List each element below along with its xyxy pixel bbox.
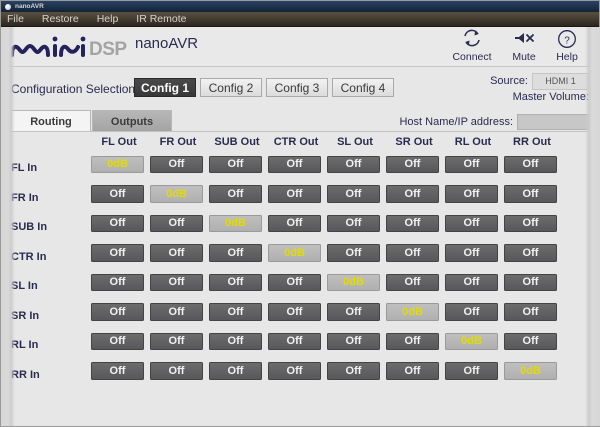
svg-text:?: ? <box>564 36 570 47</box>
svg-text:DSP: DSP <box>89 39 127 60</box>
